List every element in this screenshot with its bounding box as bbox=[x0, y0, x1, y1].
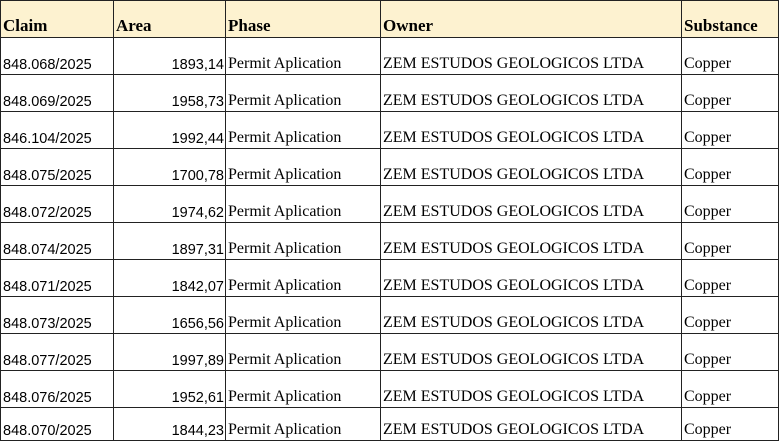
substance-cell: Copper bbox=[681, 185, 779, 223]
column-header-owner: Owner bbox=[380, 0, 682, 38]
phase-cell: Permit Aplication bbox=[225, 259, 381, 297]
area-cell: 1974,62 bbox=[113, 185, 226, 223]
owner-cell: ZEM ESTUDOS GEOLOGICOS LTDA bbox=[380, 148, 682, 186]
claim-cell: 848.073/2025 bbox=[0, 296, 114, 334]
phase-cell: Permit Aplication bbox=[225, 185, 381, 223]
claim-cell: 848.075/2025 bbox=[0, 148, 114, 186]
substance-cell: Copper bbox=[681, 296, 779, 334]
owner-cell: ZEM ESTUDOS GEOLOGICOS LTDA bbox=[380, 407, 682, 441]
claim-cell: 848.069/2025 bbox=[0, 74, 114, 112]
owner-cell: ZEM ESTUDOS GEOLOGICOS LTDA bbox=[380, 370, 682, 408]
phase-cell: Permit Aplication bbox=[225, 74, 381, 112]
phase-cell: Permit Aplication bbox=[225, 148, 381, 186]
header-row: Claim Area Phase Owner Substance bbox=[0, 0, 779, 38]
substance-cell: Copper bbox=[681, 222, 779, 260]
table-row: 848.068/2025 1893,14 Permit Aplication ZEM … bbox=[0, 37, 779, 75]
table-row: 846.104/2025 1992,44 Permit Aplication ZEM … bbox=[0, 111, 779, 149]
table-row: 848.072/2025 1974,62 Permit Aplication ZEM … bbox=[0, 185, 779, 223]
table-row: 848.074/2025 1897,31 Permit Aplication ZEM … bbox=[0, 222, 779, 260]
claim-cell: 848.074/2025 bbox=[0, 222, 114, 260]
table-row: 848.069/2025 1958,73 Permit Aplication ZEM … bbox=[0, 74, 779, 112]
owner-cell: ZEM ESTUDOS GEOLOGICOS LTDA bbox=[380, 74, 682, 112]
phase-cell: Permit Aplication bbox=[225, 296, 381, 334]
claim-cell: 848.072/2025 bbox=[0, 185, 114, 223]
substance-cell: Copper bbox=[681, 148, 779, 186]
phase-cell: Permit Aplication bbox=[225, 370, 381, 408]
owner-cell: ZEM ESTUDOS GEOLOGICOS LTDA bbox=[380, 111, 682, 149]
phase-cell: Permit Aplication bbox=[225, 222, 381, 260]
claim-cell: 848.071/2025 bbox=[0, 259, 114, 297]
owner-cell: ZEM ESTUDOS GEOLOGICOS LTDA bbox=[380, 222, 682, 260]
area-cell: 1700,78 bbox=[113, 148, 226, 186]
substance-cell: Copper bbox=[681, 37, 779, 75]
phase-cell: Permit Aplication bbox=[225, 37, 381, 75]
substance-cell: Copper bbox=[681, 111, 779, 149]
column-header-claim: Claim bbox=[0, 0, 114, 38]
table-row: 848.076/2025 1952,61 Permit Aplication ZEM … bbox=[0, 370, 779, 408]
substance-cell: Copper bbox=[681, 259, 779, 297]
substance-cell: Copper bbox=[681, 407, 779, 441]
area-cell: 1997,89 bbox=[113, 333, 226, 371]
area-cell: 1842,07 bbox=[113, 259, 226, 297]
table-row: 848.073/2025 1656,56 Permit Aplication ZEM … bbox=[0, 296, 779, 334]
area-cell: 1897,31 bbox=[113, 222, 226, 260]
column-header-area: Area bbox=[113, 0, 226, 38]
table-row: 848.071/2025 1842,07 Permit Aplication ZEM … bbox=[0, 259, 779, 297]
owner-cell: ZEM ESTUDOS GEOLOGICOS LTDA bbox=[380, 259, 682, 297]
table-row: 848.075/2025 1700,78 Permit Aplication ZEM … bbox=[0, 148, 779, 186]
phase-cell: Permit Aplication bbox=[225, 407, 381, 441]
owner-cell: ZEM ESTUDOS GEOLOGICOS LTDA bbox=[380, 37, 682, 75]
claim-cell: 848.070/2025 bbox=[0, 407, 114, 441]
substance-cell: Copper bbox=[681, 333, 779, 371]
area-cell: 1844,23 bbox=[113, 407, 226, 441]
column-header-phase: Phase bbox=[225, 0, 381, 38]
table-row: 848.077/2025 1997,89 Permit Aplication ZEM … bbox=[0, 333, 779, 371]
claim-cell: 848.068/2025 bbox=[0, 37, 114, 75]
table-row: 848.070/2025 1844,23 Permit Aplication ZEM … bbox=[0, 407, 779, 441]
column-header-substance: Substance bbox=[681, 0, 779, 38]
claim-cell: 848.077/2025 bbox=[0, 333, 114, 371]
substance-cell: Copper bbox=[681, 370, 779, 408]
area-cell: 1952,61 bbox=[113, 370, 226, 408]
phase-cell: Permit Aplication bbox=[225, 111, 381, 149]
owner-cell: ZEM ESTUDOS GEOLOGICOS LTDA bbox=[380, 185, 682, 223]
phase-cell: Permit Aplication bbox=[225, 333, 381, 371]
owner-cell: ZEM ESTUDOS GEOLOGICOS LTDA bbox=[380, 296, 682, 334]
area-cell: 1992,44 bbox=[113, 111, 226, 149]
substance-cell: Copper bbox=[681, 74, 779, 112]
owner-cell: ZEM ESTUDOS GEOLOGICOS LTDA bbox=[380, 333, 682, 371]
area-cell: 1893,14 bbox=[113, 37, 226, 75]
area-cell: 1958,73 bbox=[113, 74, 226, 112]
claim-cell: 848.076/2025 bbox=[0, 370, 114, 408]
area-cell: 1656,56 bbox=[113, 296, 226, 334]
claim-cell: 846.104/2025 bbox=[0, 111, 114, 149]
